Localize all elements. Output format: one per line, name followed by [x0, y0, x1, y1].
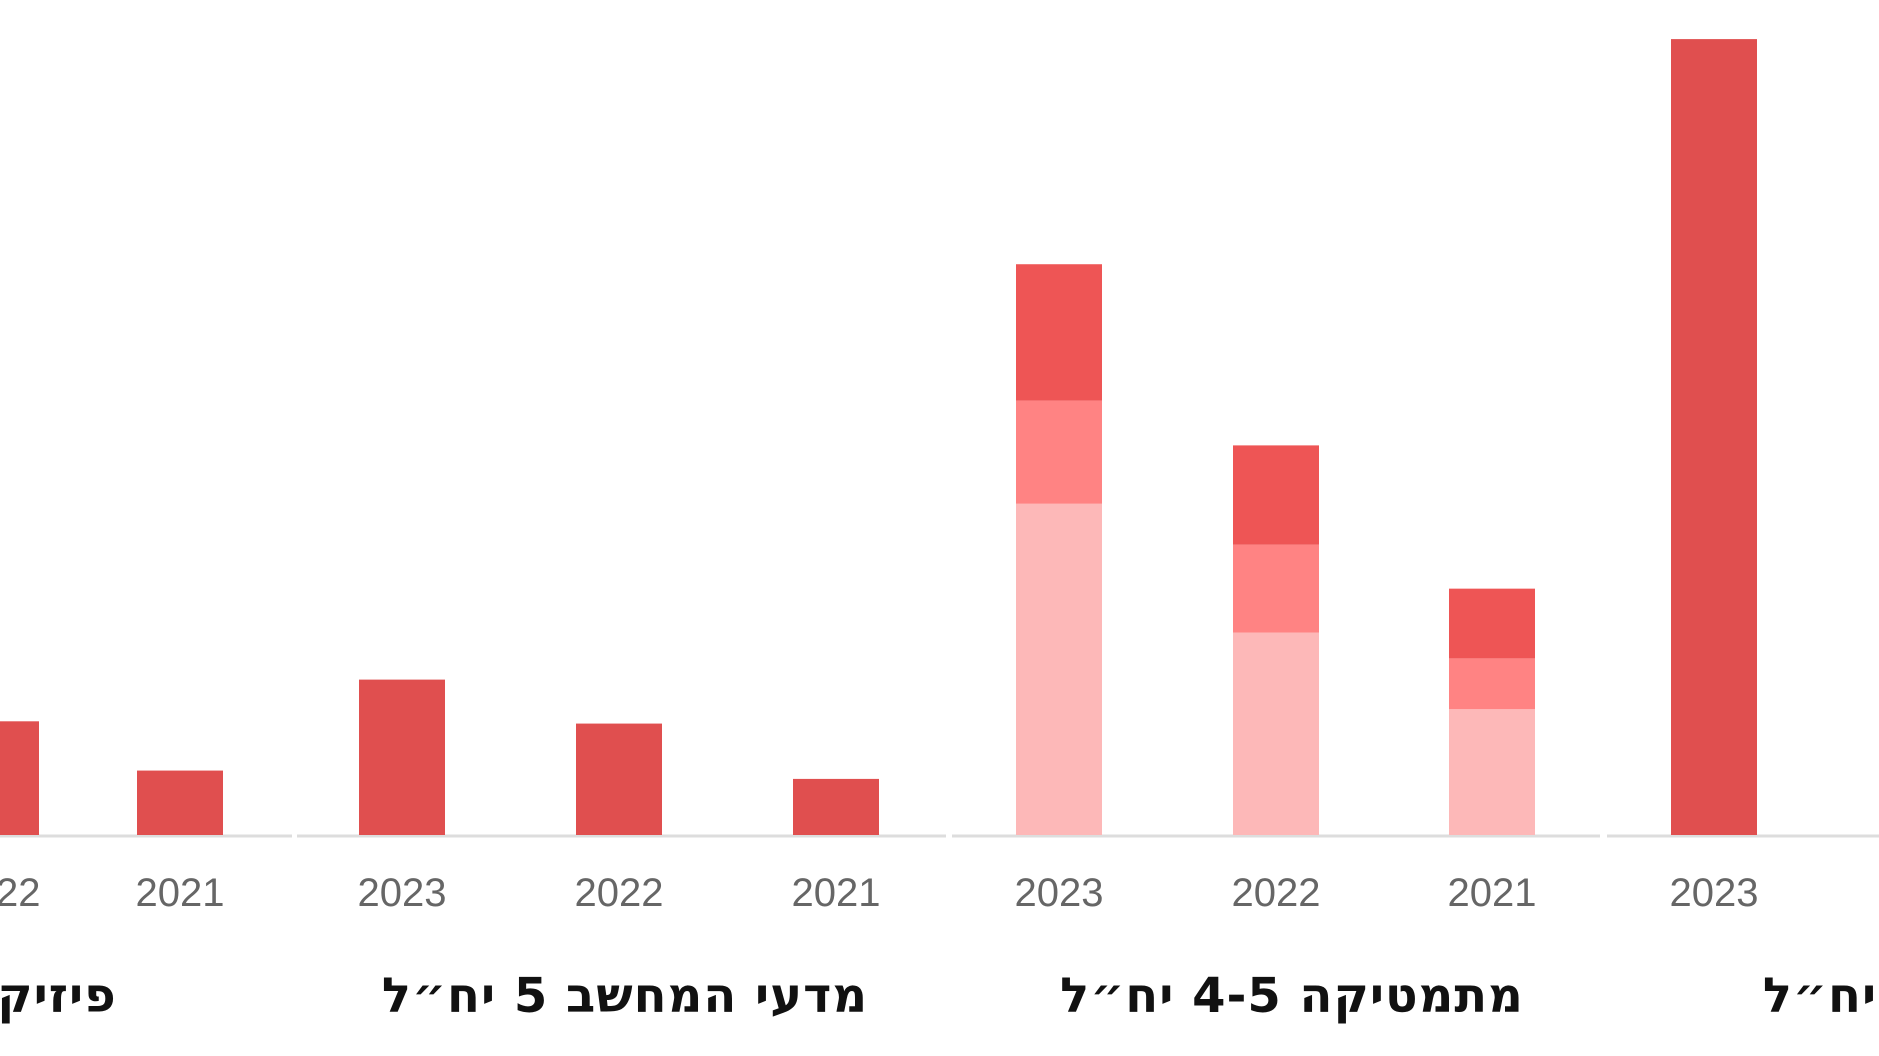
group-label: מדעי המחשב 5 יח״ל — [382, 968, 868, 1024]
bar-segment — [1449, 588, 1535, 659]
x-tick-label: 2023 — [1015, 871, 1104, 915]
bar-segment — [1233, 445, 1319, 545]
bar — [1671, 39, 1757, 836]
bar — [576, 723, 662, 835]
group-label: מתמטיקה 4-5 יח״ל — [1060, 968, 1524, 1024]
bar-segment — [1016, 400, 1102, 504]
x-tick-label: 2022 — [575, 871, 664, 915]
bar-segment — [1016, 503, 1102, 835]
bar-segment — [1016, 264, 1102, 401]
x-tick-label: 2021 — [792, 871, 881, 915]
x-tick-label: 2022 — [0, 871, 40, 915]
bar — [137, 770, 223, 835]
bar-segment — [1449, 709, 1535, 835]
bar — [359, 679, 445, 835]
bar-segment — [1233, 544, 1319, 633]
group-label: פיזיקה — [0, 968, 117, 1024]
x-tick-label: 2021 — [1448, 871, 1537, 915]
x-tick-label: 2021 — [136, 871, 225, 915]
bar — [793, 778, 879, 835]
x-tick-label: 2023 — [1670, 871, 1759, 915]
bar-segment — [1449, 658, 1535, 710]
bar-segment — [1233, 632, 1319, 835]
group-label: יח״ל — [1763, 968, 1877, 1024]
bar — [0, 721, 39, 835]
x-tick-label: 2022 — [1232, 871, 1321, 915]
x-tick-label: 2023 — [358, 871, 447, 915]
